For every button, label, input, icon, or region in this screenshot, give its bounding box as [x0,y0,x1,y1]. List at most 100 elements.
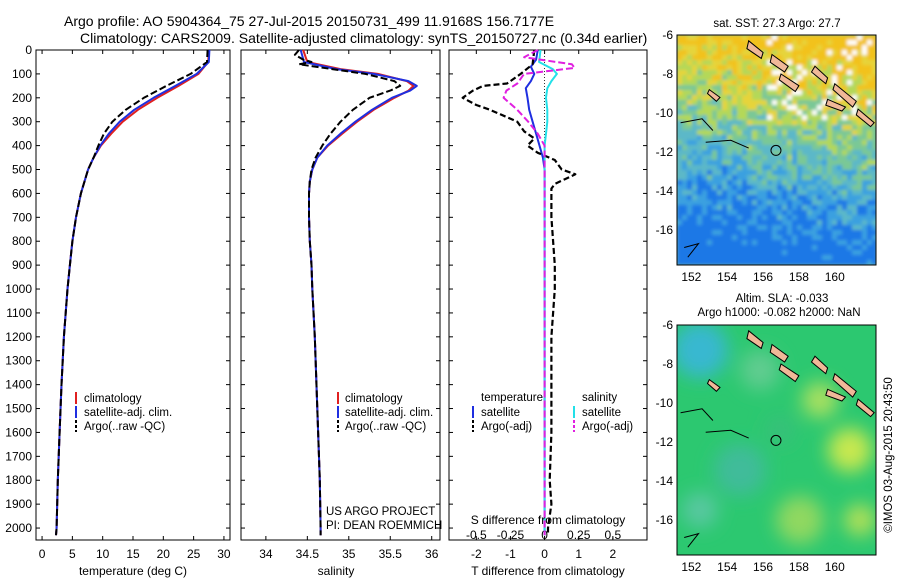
sst-cell [727,115,732,120]
sst-cell [777,215,782,220]
sst-cell [692,175,697,180]
y-tick-label: 1600 [5,425,32,439]
sst-cell [827,35,832,40]
sst-cell [802,180,807,185]
sst-cell [707,215,712,220]
sst-cell [862,220,867,225]
sst-cell [692,130,697,135]
sst-cell [772,135,777,140]
sst-cell [802,95,807,100]
sst-cell [822,185,827,190]
sst-cell [697,80,702,85]
sst-cell [872,45,876,50]
sst-cell [867,100,872,105]
s-tick-label: -0.25 [497,528,525,542]
sst-cell [852,190,857,195]
sst-cell [787,110,792,115]
sst-cell [737,110,742,115]
sst-cell [752,80,757,85]
map-y-tick-label: -10 [656,396,674,410]
sst-cell [707,245,712,250]
sst-cell [847,120,852,125]
sst-cell [802,185,807,190]
sst-cell [807,120,812,125]
sst-cell [762,185,767,190]
sst-cell [707,140,712,145]
sst-cell [682,180,687,185]
sst-cell [707,255,712,260]
sst-cell [727,175,732,180]
sst-cell [697,150,702,155]
sst-cell [702,55,707,60]
sst-cell [797,255,802,260]
sst-cell [797,160,802,165]
sst-cell [687,185,692,190]
sst-cell [722,135,727,140]
sst-cell [837,225,842,230]
sst-cell [697,135,702,140]
sst-cell [862,150,867,155]
map-y-tick-label: -12 [656,435,674,449]
sst-cell [857,130,862,135]
sst-cell [707,180,712,185]
y-tick-label: 700 [12,210,32,224]
sst-cell [682,235,687,240]
sst-cell [677,90,682,95]
sst-cell [757,45,762,50]
sst-cell [817,45,822,50]
sst-cell [677,135,682,140]
sst-cell [742,195,747,200]
sst-cell [757,190,762,195]
sst-cell [727,245,732,250]
sst-cell [847,90,852,95]
island [810,355,829,375]
sst-cell [742,50,747,55]
sst-cell [787,50,792,55]
sst-cell [722,170,727,175]
reef-outline [705,139,749,149]
sst-cell [842,210,847,215]
sst-cell [722,210,727,215]
sst-cell [832,155,837,160]
sst-cell [862,55,867,60]
y-tick-label: 300 [12,115,32,129]
sst-cell [837,100,842,105]
sst-cell [727,135,732,140]
sst-cell [837,125,842,130]
sst-cell [797,185,802,190]
sst-cell [682,80,687,85]
sst-cell [677,85,682,90]
sst-cell [777,170,782,175]
sst-cell [867,230,872,235]
sst-cell [787,70,792,75]
sst-cell [677,170,682,175]
sst-cell [677,40,682,45]
sst-cell [682,175,687,180]
sst-cell [862,210,867,215]
sst-cell [837,110,842,115]
sst-cell [787,245,792,250]
sst-cell [867,150,872,155]
sst-cell [692,235,697,240]
sst-cell [757,215,762,220]
sst-cell [742,210,747,215]
sst-cell [867,70,872,75]
sst-cell [867,140,872,145]
sst-cell [772,35,777,40]
sst-cell [682,145,687,150]
sst-cell [687,200,692,205]
sst-cell [782,150,787,155]
sst-cell [797,100,802,105]
sst-cell [792,60,797,65]
sst-cell [737,125,742,130]
sst-cell [847,185,852,190]
sst-cell [777,45,782,50]
series-line-t-argo-adj- [461,49,577,536]
sst-cell [722,220,727,225]
sst-cell [702,230,707,235]
sst-cell [797,55,802,60]
sst-cell [757,250,762,255]
sst-cell [777,240,782,245]
sst-cell [747,200,752,205]
y-tick-label: 200 [12,91,32,105]
